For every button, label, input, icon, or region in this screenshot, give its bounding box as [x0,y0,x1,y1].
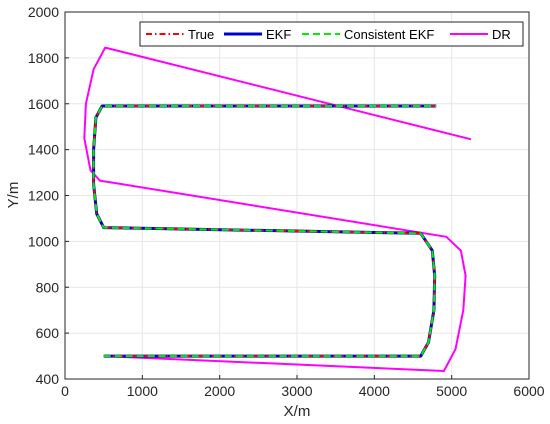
legend-label-true: True [188,27,214,42]
x-tick-label: 1000 [127,383,158,399]
y-tick-label: 1600 [28,96,59,112]
y-tick-label: 2000 [28,4,59,20]
y-tick-label: 1400 [28,142,59,158]
legend: True EKF Consistent EKF DR [139,21,524,47]
legend-label-ekf: EKF [266,27,291,42]
series-layer [83,46,472,372]
x-axis-label: X/m [284,403,311,420]
x-tick-label: 4000 [359,383,390,399]
series-line-consistent-ekf [92,105,437,358]
x-tick-label: 6000 [513,383,544,399]
y-tick-label: 1800 [28,50,59,66]
y-axis-label: Y/m [5,182,22,209]
x-tick-label: 2000 [204,383,235,399]
legend-label-dr: DR [492,27,511,42]
y-tick-label: 600 [36,325,60,341]
y-tick-label: 1000 [28,233,59,249]
y-tick-label: 1200 [28,188,59,204]
series-line-ekf [92,104,437,358]
legend-label-consistent-ekf: Consistent EKF [344,27,434,42]
tick-labels: 0 1000 2000 3000 4000 5000 6000 400 600 800 1000 12… [28,4,545,399]
x-tick-label: 3000 [281,383,312,399]
y-tick-label: 400 [36,371,60,387]
x-tick-label: 0 [61,383,69,399]
grid-lines [64,11,530,380]
x-tick-label: 5000 [436,383,467,399]
y-tick-label: 800 [36,279,60,295]
series-line-dr [83,46,472,372]
